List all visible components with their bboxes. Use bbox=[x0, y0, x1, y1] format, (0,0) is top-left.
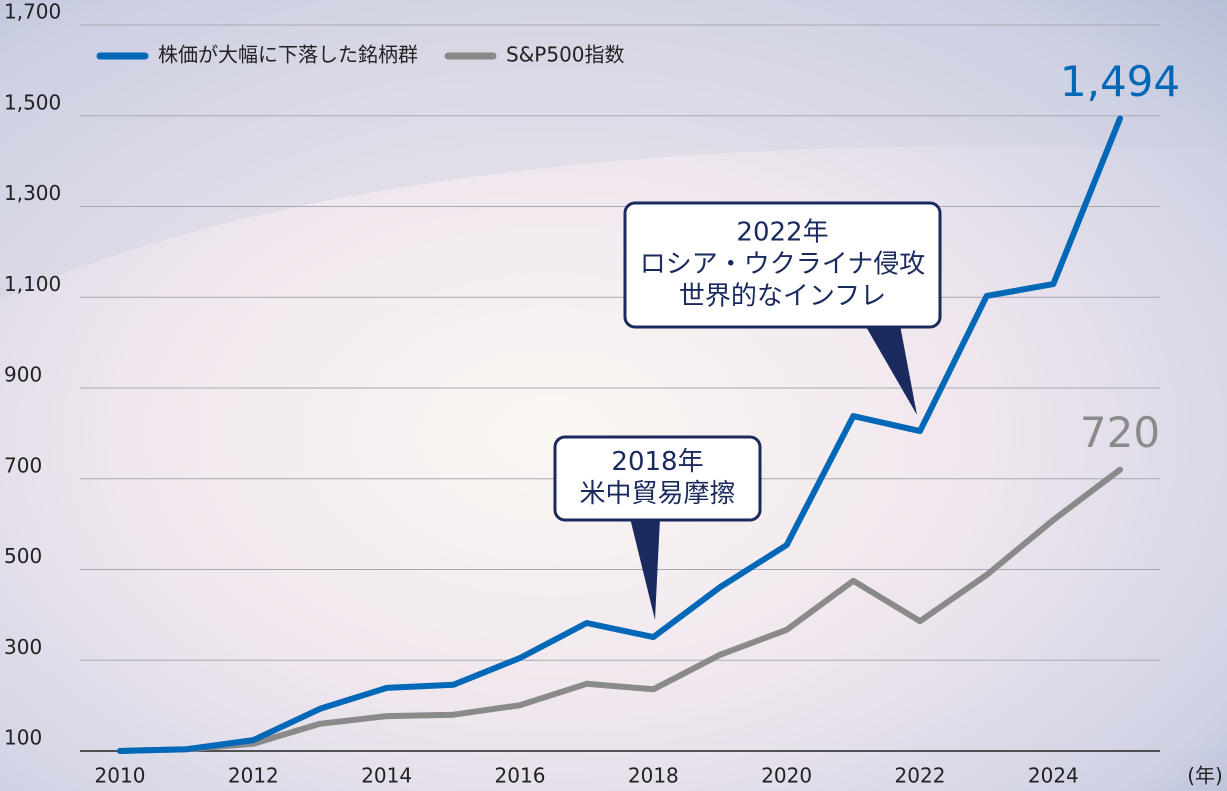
x-tick-label: 2010 bbox=[95, 764, 146, 788]
y-tick-label: 1,100 bbox=[4, 272, 61, 296]
x-tick-label: 2012 bbox=[228, 764, 279, 788]
y-tick-label: 1,300 bbox=[4, 181, 61, 205]
callout-text: 米中貿易摩擦 bbox=[579, 479, 735, 509]
y-tick-label: 700 bbox=[4, 453, 42, 477]
legend-label: 株価が大幅に下落した銘柄群 bbox=[158, 43, 418, 67]
value-label: 1,494 bbox=[1060, 57, 1180, 106]
y-tick-label: 1,700 bbox=[4, 0, 61, 24]
callout-text: 2022年 bbox=[736, 218, 828, 248]
x-tick-label: 2020 bbox=[761, 764, 812, 788]
chart: 100 300 500 700 900 1,100 1,300 1,500 1,700 2010 2… bbox=[0, 0, 1227, 791]
x-axis-label: (年) bbox=[1187, 764, 1223, 788]
callout-text: 世界的なインフレ bbox=[679, 282, 886, 312]
page: 100 300 500 700 900 1,100 1,300 1,500 1,700 2010 2… bbox=[0, 0, 1227, 791]
callout-text: 2018年 bbox=[611, 447, 703, 477]
x-tick-label: 2024 bbox=[1028, 764, 1079, 788]
x-tick-label: 2016 bbox=[495, 764, 546, 788]
y-tick-label: 100 bbox=[4, 726, 42, 750]
x-tick-label: 2022 bbox=[895, 764, 946, 788]
y-tick-label: 1,500 bbox=[4, 90, 61, 114]
y-tick-label: 300 bbox=[4, 635, 42, 659]
y-tick-label: 500 bbox=[4, 544, 42, 568]
y-tick-label: 900 bbox=[4, 363, 42, 387]
callout-text: ロシア・ウクライナ侵攻 bbox=[640, 250, 925, 280]
x-tick-label: 2014 bbox=[361, 764, 412, 788]
x-tick-label: 2018 bbox=[628, 764, 679, 788]
value-label: 720 bbox=[1080, 408, 1160, 457]
legend-label: S&P500指数 bbox=[506, 43, 625, 67]
